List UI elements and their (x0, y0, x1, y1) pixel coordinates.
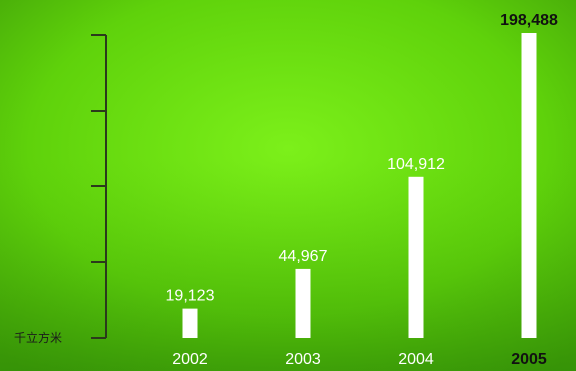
value-label-2005: 198,488 (500, 12, 558, 29)
value-label-2003: 44,967 (279, 248, 328, 265)
value-label-2004: 104,912 (387, 156, 445, 173)
y-axis (91, 34, 107, 339)
category-label-2004: 2004 (398, 351, 434, 368)
bar-2005 (521, 33, 537, 338)
category-label-2002: 2002 (172, 351, 208, 368)
y-axis-unit-label: 千立方米 (14, 330, 62, 345)
labels: 19,123 2002 44,967 2003 104,912 2004 198,488 20… (166, 12, 558, 368)
bars (182, 33, 537, 338)
category-label-2003: 2003 (285, 351, 321, 368)
category-label-2005: 2005 (511, 351, 547, 368)
bar-2002 (182, 308, 198, 338)
chart-background-shade (0, 160, 576, 371)
bar-2003 (295, 268, 311, 338)
value-label-2002: 19,123 (166, 288, 215, 305)
bar-2004 (408, 176, 424, 338)
